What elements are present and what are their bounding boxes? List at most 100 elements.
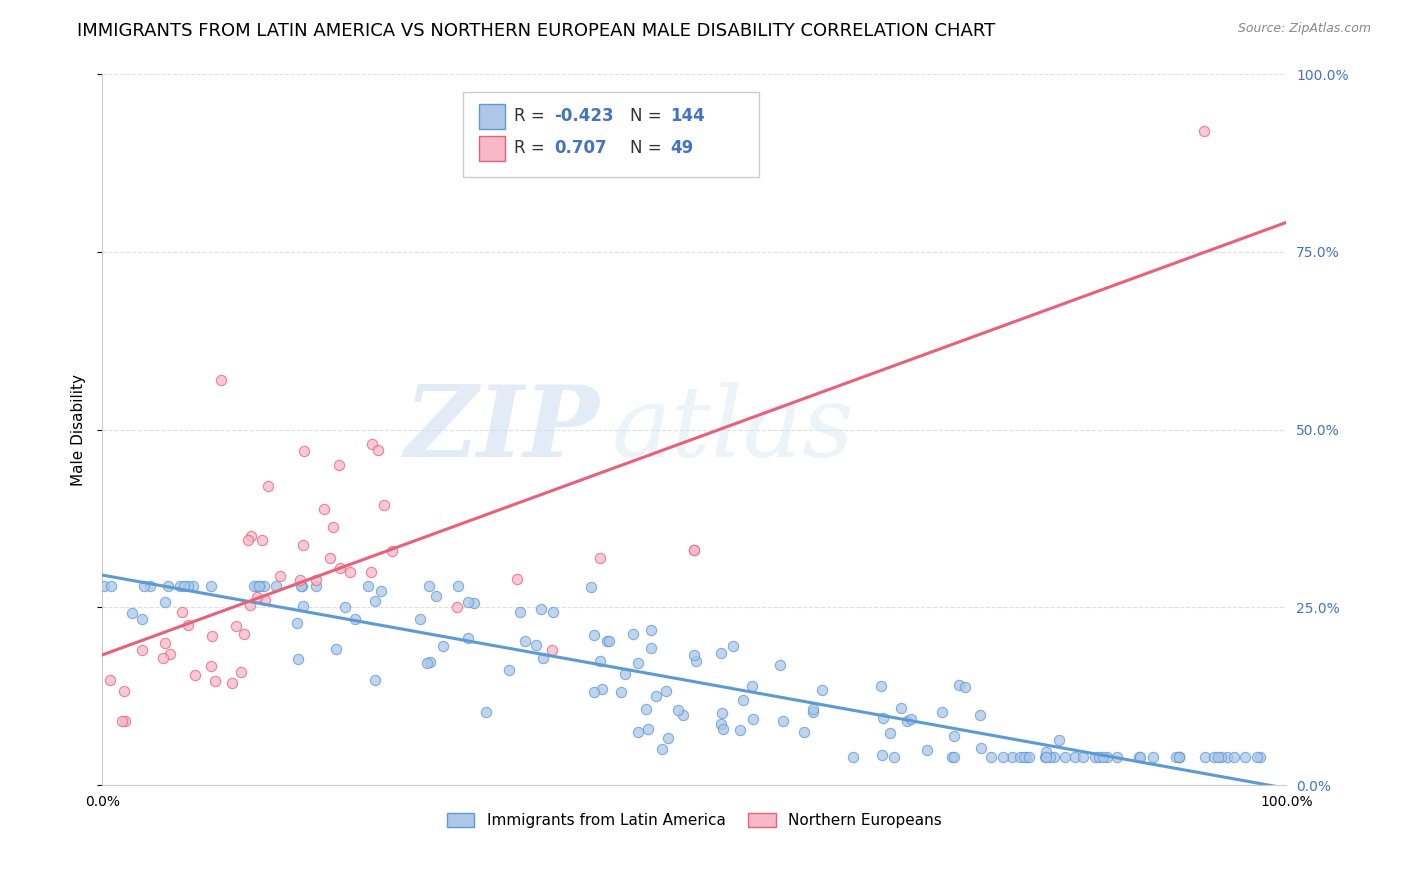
Point xyxy=(425,589,447,603)
Point xyxy=(290,573,312,587)
Point xyxy=(1033,749,1056,764)
Point xyxy=(243,579,266,593)
Point xyxy=(683,543,706,558)
Point xyxy=(1015,749,1038,764)
Point xyxy=(373,498,395,512)
Point xyxy=(200,579,222,593)
Point xyxy=(614,667,637,681)
Point xyxy=(890,700,912,714)
Point xyxy=(232,627,254,641)
Point xyxy=(505,572,527,586)
Point xyxy=(1211,749,1233,764)
Point xyxy=(498,663,520,677)
Point xyxy=(339,565,361,579)
Point xyxy=(728,723,751,737)
Point xyxy=(530,601,553,615)
Point xyxy=(209,373,232,387)
Point xyxy=(419,655,441,669)
Point xyxy=(447,579,470,593)
Point xyxy=(582,684,605,698)
Point xyxy=(457,595,479,609)
Point xyxy=(1216,749,1239,764)
Point xyxy=(872,748,894,763)
Point xyxy=(360,565,382,579)
Point xyxy=(621,626,644,640)
Point xyxy=(801,701,824,715)
Point xyxy=(943,729,966,743)
Point xyxy=(239,529,262,543)
Point xyxy=(666,703,689,717)
Text: 0.707: 0.707 xyxy=(554,139,607,157)
Point xyxy=(915,742,938,756)
Text: IMMIGRANTS FROM LATIN AMERICA VS NORTHERN EUROPEAN MALE DISABILITY CORRELATION C: IMMIGRANTS FROM LATIN AMERICA VS NORTHER… xyxy=(77,22,995,40)
Point xyxy=(733,693,755,707)
Point xyxy=(246,591,269,605)
Point xyxy=(364,673,387,687)
Point xyxy=(176,617,198,632)
Point xyxy=(1222,749,1244,764)
Point xyxy=(169,579,191,593)
Point xyxy=(463,596,485,610)
Point xyxy=(291,579,314,593)
Point xyxy=(291,599,314,614)
Point xyxy=(416,656,439,670)
Point xyxy=(1035,745,1057,759)
Point xyxy=(509,605,531,619)
Point xyxy=(370,584,392,599)
Point xyxy=(811,683,834,698)
Point xyxy=(596,633,619,648)
Point xyxy=(948,678,970,692)
Point xyxy=(1192,124,1215,138)
Point xyxy=(640,624,662,638)
Point xyxy=(627,724,650,739)
Point xyxy=(683,543,706,558)
Point xyxy=(98,673,121,687)
Point xyxy=(541,643,564,657)
Point xyxy=(290,579,312,593)
Point xyxy=(1047,733,1070,747)
Point xyxy=(111,714,134,728)
Point xyxy=(1246,749,1268,764)
Point xyxy=(1043,749,1066,764)
Point xyxy=(201,629,224,643)
Point xyxy=(591,682,613,697)
Point xyxy=(1206,749,1229,764)
Point xyxy=(139,579,162,593)
Point xyxy=(229,665,252,679)
Point xyxy=(409,612,432,626)
Point xyxy=(1107,749,1129,764)
Point xyxy=(711,706,734,720)
Point xyxy=(900,712,922,726)
Point xyxy=(941,749,963,764)
Point xyxy=(343,612,366,626)
Point xyxy=(121,607,143,621)
Point xyxy=(1071,749,1094,764)
Point xyxy=(181,579,204,593)
Point xyxy=(672,707,695,722)
Point xyxy=(582,628,605,642)
Point xyxy=(221,675,243,690)
Text: N =: N = xyxy=(630,139,668,157)
Point xyxy=(1128,749,1150,764)
Point xyxy=(879,726,901,740)
Point xyxy=(1008,749,1031,764)
Point xyxy=(637,723,659,737)
Point xyxy=(328,458,350,472)
Point xyxy=(225,619,247,633)
FancyBboxPatch shape xyxy=(464,92,759,178)
Point xyxy=(1039,749,1062,764)
Text: -0.423: -0.423 xyxy=(554,107,614,126)
Point xyxy=(1142,749,1164,764)
Point xyxy=(333,600,356,615)
Point xyxy=(741,679,763,693)
Point xyxy=(155,636,177,650)
Point xyxy=(1167,749,1189,764)
Point xyxy=(249,579,271,593)
Point xyxy=(610,685,633,699)
Text: R =: R = xyxy=(515,107,550,126)
Text: 49: 49 xyxy=(671,139,695,157)
Point xyxy=(200,658,222,673)
Point xyxy=(446,600,468,615)
Point xyxy=(170,606,193,620)
Point xyxy=(184,668,207,682)
